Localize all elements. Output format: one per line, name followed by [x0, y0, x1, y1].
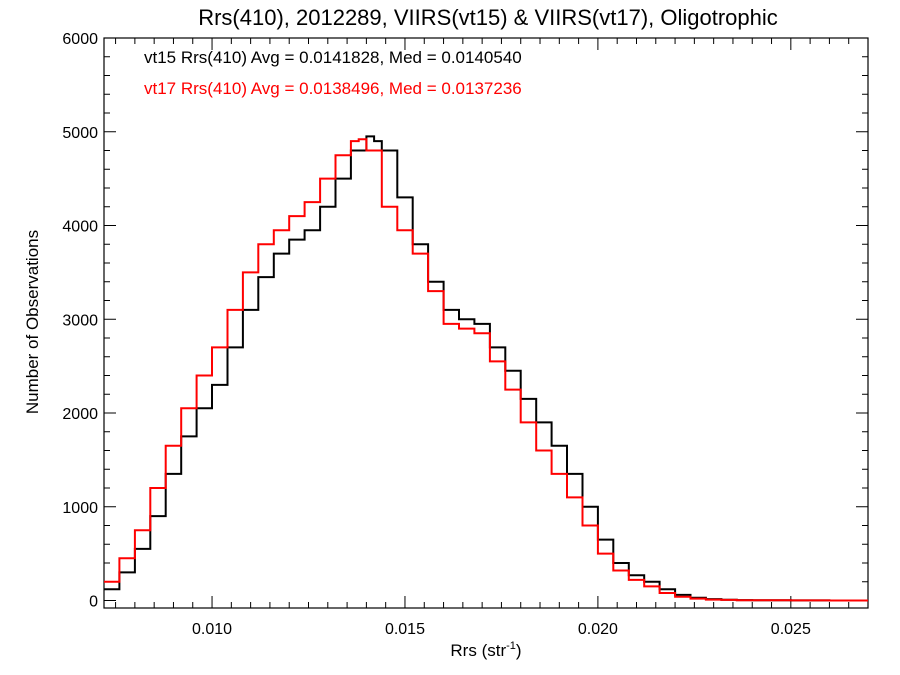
- series-layer: [104, 135, 868, 602]
- y-tick-label: 3000: [62, 312, 98, 329]
- y-axis-label: Number of Observations: [23, 230, 42, 414]
- y-tick-label: 5000: [62, 125, 98, 142]
- y-tick-label: 0: [89, 594, 98, 611]
- y-tick-label: 6000: [62, 31, 98, 48]
- y-tick-label: 2000: [62, 406, 98, 423]
- x-tick-label: 0.010: [192, 621, 232, 638]
- x-tick-label: 0.020: [578, 621, 618, 638]
- chart-title: Rrs(410), 2012289, VIIRS(vt15) & VIIRS(v…: [198, 5, 778, 30]
- y-tick-label: 1000: [62, 500, 98, 517]
- legend-entry-vt15: vt15 Rrs(410) Avg = 0.0141828, Med = 0.0…: [144, 48, 522, 67]
- y-tick-label: 4000: [62, 219, 98, 236]
- y-tick-labels: 0 1000 2000 3000 4000 5000 6000: [62, 31, 98, 611]
- x-tick-labels: 0.010 0.015 0.020 0.025: [192, 621, 811, 638]
- axis-ticks: [104, 37, 869, 608]
- legend-entry-vt17: vt17 Rrs(410) Avg = 0.0138496, Med = 0.0…: [144, 79, 522, 98]
- x-axis-label: Rrs (str-1): [450, 640, 521, 660]
- series-vt17-line: [104, 138, 868, 602]
- series-vt15-line: [104, 135, 868, 602]
- x-tick-label: 0.015: [385, 621, 425, 638]
- plot-area: [103, 37, 869, 609]
- x-tick-label: 0.025: [771, 621, 811, 638]
